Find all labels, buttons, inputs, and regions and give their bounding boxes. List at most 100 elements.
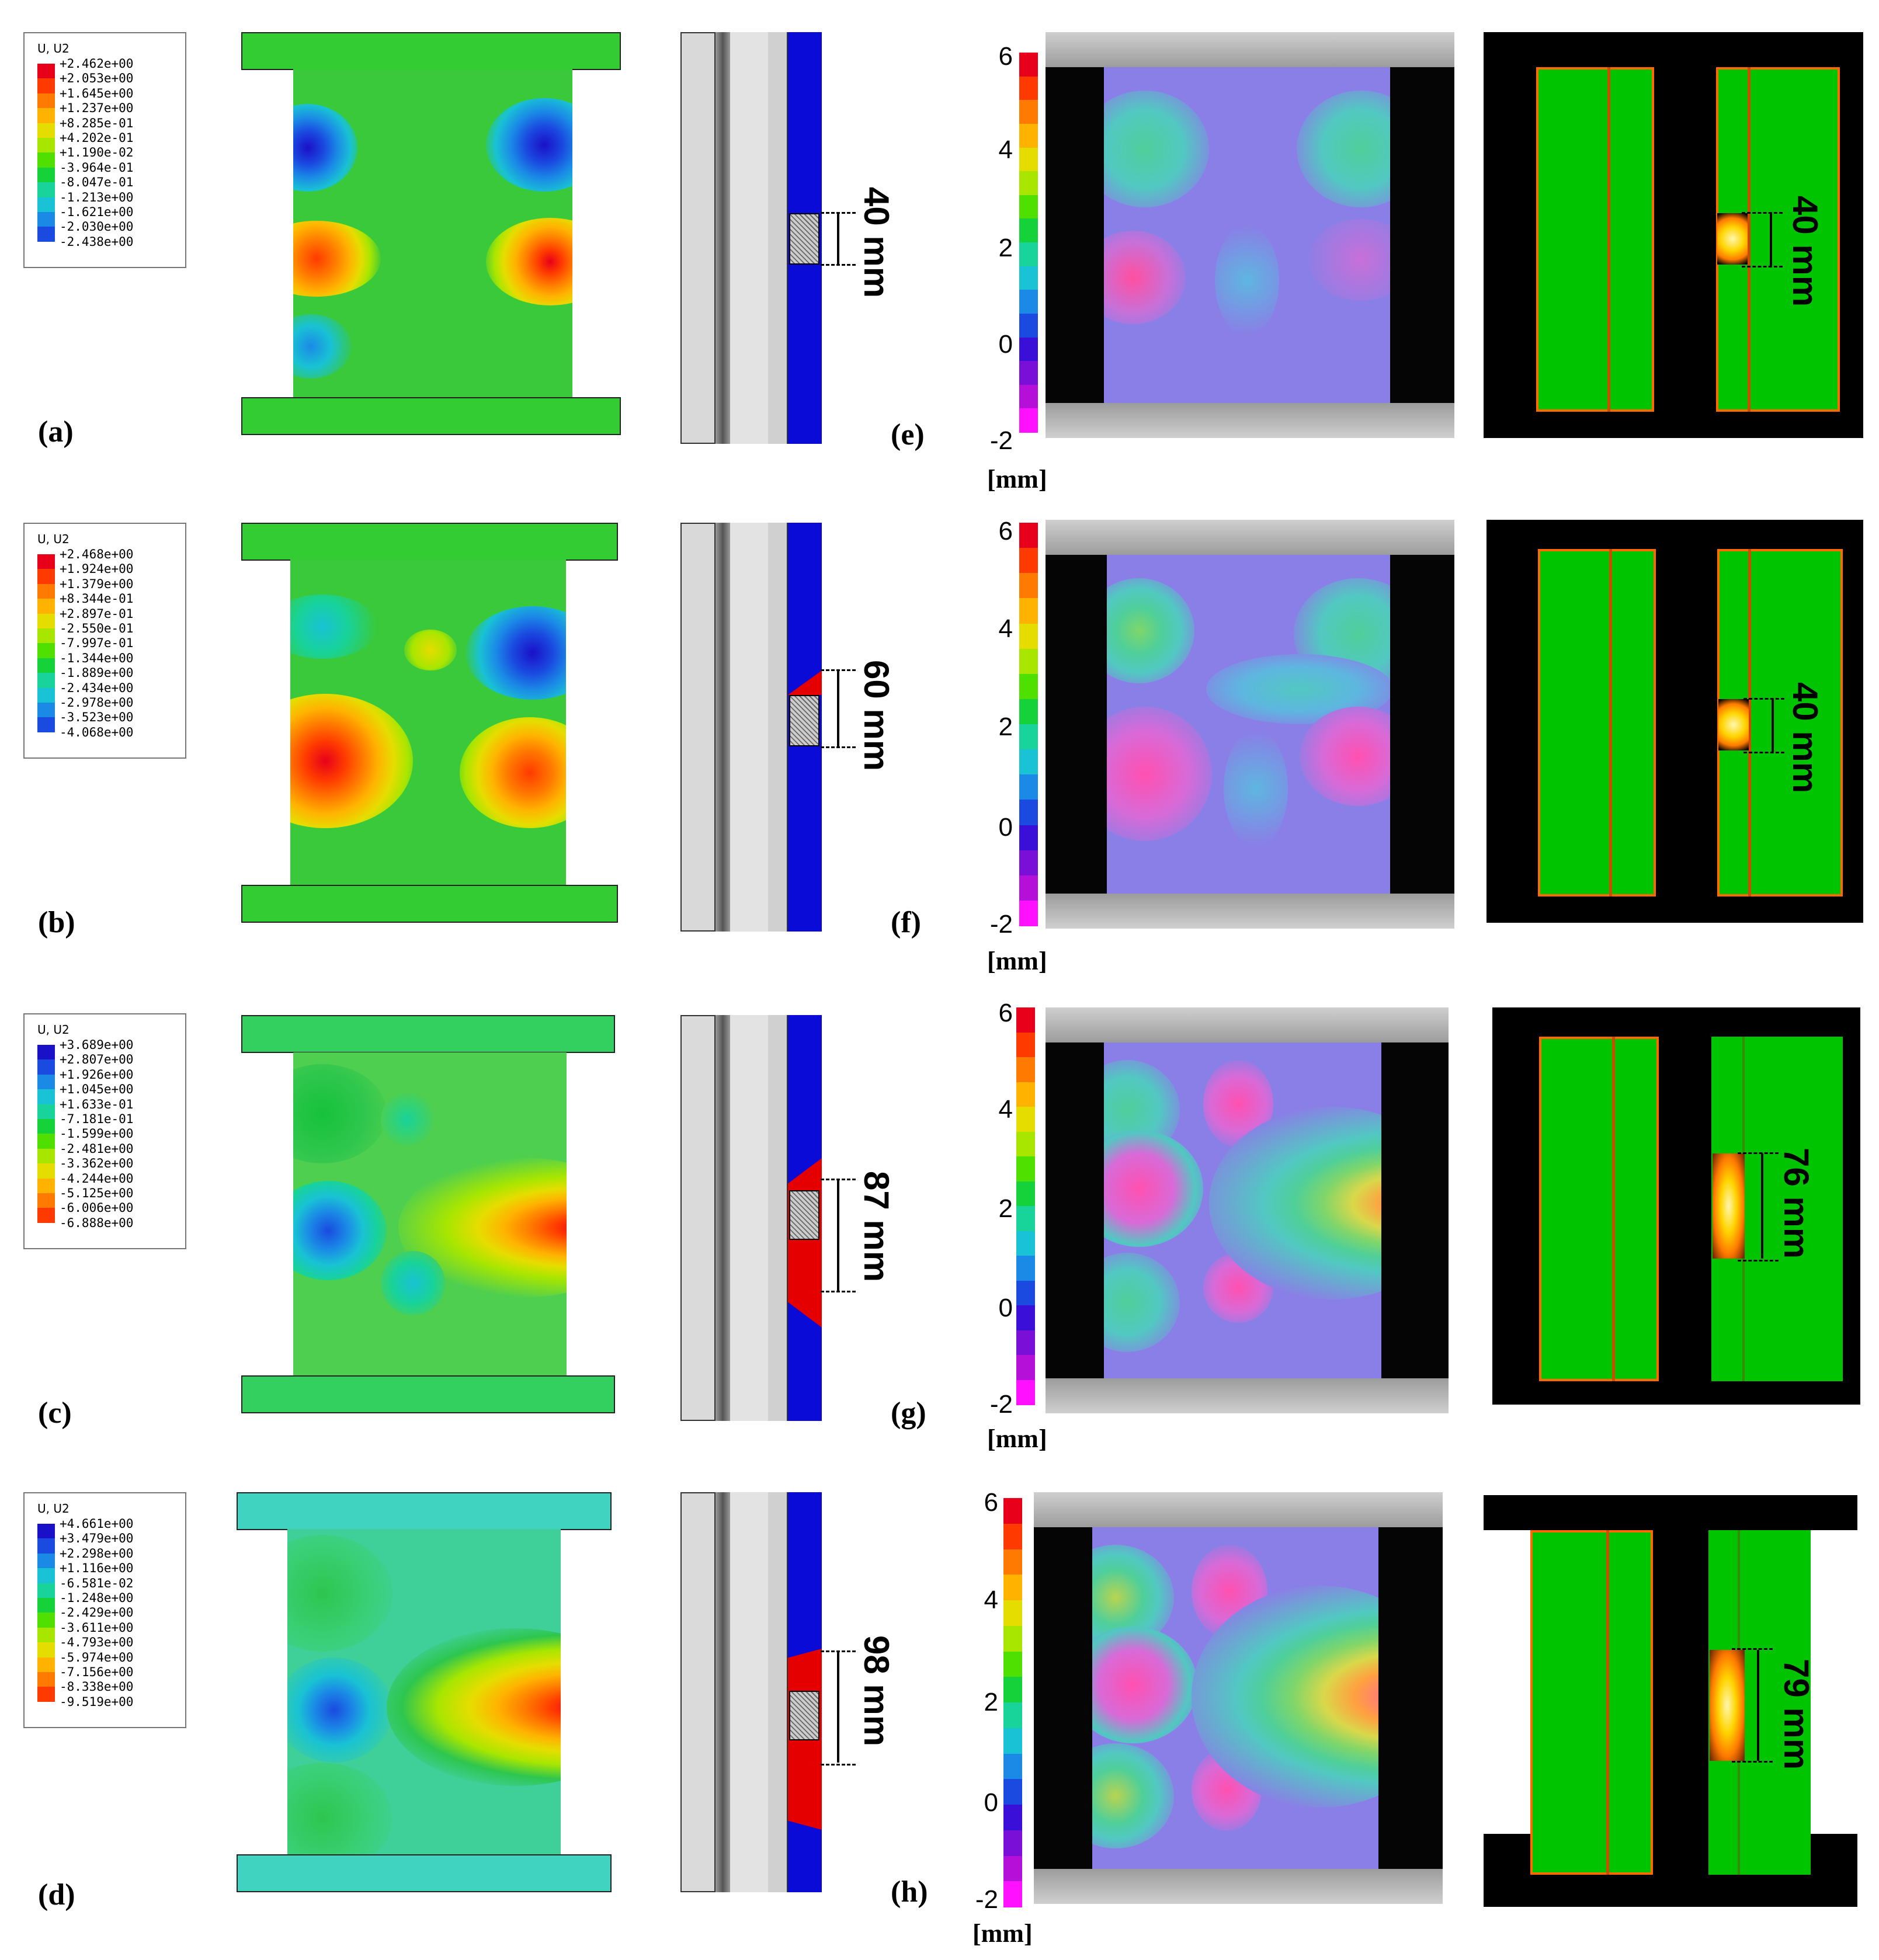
legend-value: -2.030e+00 <box>60 220 134 234</box>
contour-red-left <box>290 694 413 828</box>
ir-dimension: 40 mm <box>1786 196 1825 307</box>
ir-dimension-arrow <box>1770 213 1772 266</box>
ir-tube-left <box>1536 67 1654 412</box>
fe-displacement-field <box>290 559 566 887</box>
colorbar-segment <box>1003 1651 1022 1678</box>
tick-label: 6 <box>998 999 1013 1027</box>
legend-swatch <box>37 599 55 614</box>
legend-value: -6.888e+00 <box>60 1215 134 1230</box>
cross-section-dimension: 40 mm <box>857 187 896 298</box>
legend-value: -7.181e-01 <box>60 1112 134 1126</box>
colorbar-segment <box>1019 313 1038 338</box>
ir-tube-left <box>1539 1037 1659 1381</box>
legend-value: +2.807e+00 <box>60 1052 134 1067</box>
contour-red-right <box>486 218 572 305</box>
legend-value: -2.550e-01 <box>60 621 134 635</box>
contour-blue-left <box>293 1181 387 1280</box>
legend-swatch <box>37 1553 55 1569</box>
legend-b: U, U2 +2.468e+00 +1.924e+00 +1.379e+00 +8.3… <box>23 523 186 759</box>
legend-swatch <box>37 227 55 242</box>
contour-green-left <box>293 1064 387 1163</box>
colorbar-segment <box>1003 1549 1022 1576</box>
tick-label: 4 <box>998 1095 1013 1124</box>
colorbar-segment <box>1016 1082 1035 1107</box>
dic-field <box>1107 555 1390 894</box>
colorbar-segment <box>1003 1753 1022 1780</box>
legend-value: -4.244e+00 <box>60 1171 134 1186</box>
colorbar-segment <box>1019 523 1038 549</box>
tick-label: 2 <box>998 234 1013 262</box>
legend-value: +8.285e-01 <box>60 116 134 130</box>
legend-swatch <box>37 212 55 227</box>
legend-value: -5.125e+00 <box>60 1186 134 1200</box>
contour-green-lower <box>287 1763 393 1856</box>
legend-swatch <box>37 123 55 138</box>
cross-section-dimension: 87 mm <box>857 1171 896 1283</box>
legend-swatch <box>37 138 55 153</box>
tick-label: 6 <box>998 517 1013 545</box>
colorbar-segment <box>1019 290 1038 314</box>
ir-seam-left <box>1612 1037 1615 1381</box>
legend-value: +4.661e+00 <box>60 1517 134 1531</box>
colorbar-segment <box>1019 218 1038 243</box>
tick-label: 4 <box>984 1586 998 1614</box>
legend-value: +1.190e-02 <box>60 145 134 160</box>
colorbar-segment <box>1019 673 1038 700</box>
colorbar-segment <box>1016 1379 1035 1405</box>
ir-image-h <box>1484 1495 1857 1907</box>
legend-value: +3.479e+00 <box>60 1531 134 1546</box>
panel-label-c: (c) <box>38 1396 72 1430</box>
legend-swatch <box>37 673 55 688</box>
tick-label: 4 <box>998 614 1013 643</box>
legend-value: +2.298e+00 <box>60 1546 134 1561</box>
legend-swatch <box>37 1178 55 1193</box>
panel-label-b: (b) <box>38 906 75 939</box>
contour-red-right <box>387 1628 561 1786</box>
colorbar-segment <box>1016 1256 1035 1281</box>
cross-section-c <box>680 1015 822 1421</box>
legend-title: U, U2 <box>37 1023 70 1037</box>
legend-swatch <box>37 182 55 197</box>
tick-label: 4 <box>998 135 1013 164</box>
colorbar-segment <box>1003 1702 1022 1729</box>
dimension-arrow <box>837 1180 839 1291</box>
colorbar-segment <box>1019 598 1038 624</box>
legend-swatch <box>37 1193 55 1208</box>
colorbar-segment <box>1019 53 1038 77</box>
ir-dimension-arrow <box>1772 699 1774 752</box>
dic-field <box>1104 67 1390 403</box>
contour-red-right <box>460 717 566 828</box>
legend-swatch <box>37 93 55 109</box>
tick-label: -2 <box>975 1885 998 1914</box>
legend-value: -5.974e+00 <box>60 1650 134 1664</box>
fe-displacement-field <box>293 69 572 399</box>
dic-photo <box>1046 1007 1449 1413</box>
legend-swatch <box>37 1074 55 1090</box>
colorbar-segment <box>1019 242 1038 267</box>
tick-label: 0 <box>998 330 1013 359</box>
legend-value: +4.202e-01 <box>60 131 134 145</box>
colorbar-segment <box>1016 1305 1035 1331</box>
legend-swatch <box>37 658 55 673</box>
legend-swatch <box>37 1642 55 1657</box>
colorbar-segment <box>1019 408 1038 433</box>
legend-value: -1.213e+00 <box>60 190 134 204</box>
colorbar-segment <box>1019 774 1038 801</box>
legend-value: +1.379e+00 <box>60 576 134 591</box>
ir-dimension: 76 mm <box>1777 1148 1816 1259</box>
legend-swatch <box>37 643 55 658</box>
legend-swatch <box>37 1059 55 1075</box>
ir-image-g <box>1492 1007 1860 1405</box>
legend-swatch <box>37 583 55 599</box>
ir-image-f <box>1486 520 1863 923</box>
colorbar-segment <box>1019 749 1038 776</box>
legend-value: -3.362e+00 <box>60 1156 134 1171</box>
legend-value: -4.068e+00 <box>60 725 134 739</box>
colorbar-segment <box>1003 1830 1022 1857</box>
colorbar-segment <box>1016 1181 1035 1207</box>
colorbar-segment <box>1003 1728 1022 1754</box>
legend-value: -2.978e+00 <box>60 696 134 710</box>
bottom-plate <box>241 397 621 435</box>
top-plate <box>237 1492 612 1530</box>
legend-swatch <box>37 613 55 628</box>
